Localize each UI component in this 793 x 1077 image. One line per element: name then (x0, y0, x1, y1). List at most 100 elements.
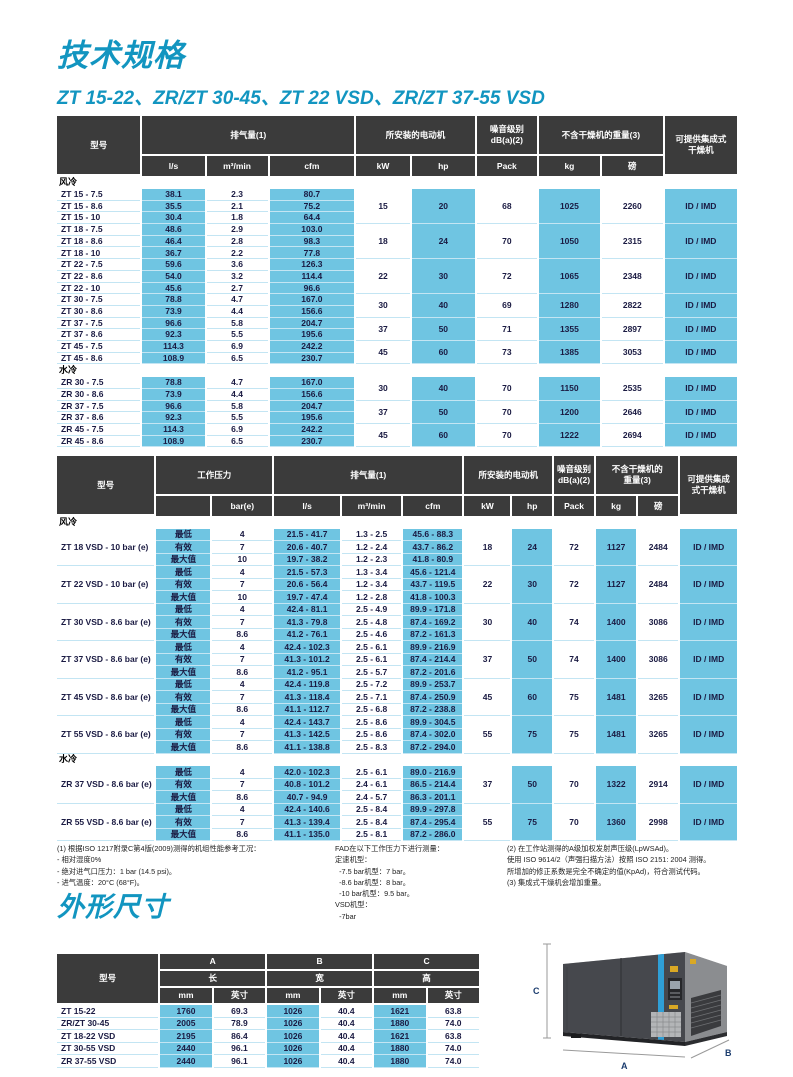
table-cell: ZT 18 - 8.6 (57, 235, 141, 248)
table-cell: 5.8 (206, 400, 268, 413)
table-cell: 1880 (374, 1042, 426, 1056)
spec-table: 型号 排气量(1) 所安装的电动机 噪音级别 dB(a)(2) 不含干燥机的重量(3) 可… (55, 116, 739, 448)
table-cell: ZR/ZT 30-45 (57, 1017, 159, 1031)
merged-cell: 72 (553, 528, 595, 566)
table-cell: 最低 (156, 528, 211, 541)
table-cell: 最低 (156, 641, 211, 654)
footnote-line: 所增加的修正系数是完全不确定的值(KpAd)，符合测试代码。 (507, 866, 705, 876)
unit-row: mm 英寸 mm 英寸 mm 英寸 (57, 988, 479, 1005)
column-header: 不含干燥机的 重量(3) (596, 456, 679, 496)
table-cell: ZR 37-55 VSD (57, 1055, 159, 1068)
table-cell: 96.1 (213, 1055, 266, 1068)
table-cell: 75.2 (269, 200, 355, 213)
table-row: ZT 15 - 10 30.4 1.8 64.4 (57, 212, 737, 225)
merged-cell: ID / IMD (664, 259, 737, 295)
footnote-line: - 相对湿度0% (57, 855, 102, 865)
table-row: ZR 45 - 8.6 108.9 6.5 230.7 (57, 435, 737, 448)
merged-cell: 30 (464, 603, 511, 641)
table-cell: 78.8 (142, 294, 205, 306)
merged-cell: 1127 (596, 566, 637, 604)
merged-cell: 2315 (601, 224, 663, 260)
table-cell: 2.5 - 6.1 (342, 766, 402, 779)
table-cell: ZR 45 - 8.6 (57, 435, 141, 448)
table-row: ZT 30 VSD - 8.6 bar (e) 最低 4 42.4 - 81.1 2.5… (57, 603, 737, 641)
table-cell: 6.9 (206, 340, 268, 353)
table-row: ZT 15 - 8.6 35.5 2.1 75.2 (57, 200, 737, 213)
table-cell: 2.5 - 7.2 (342, 678, 402, 691)
model-cell: ZR 55 VSD - 8.6 bar (e) (57, 803, 155, 841)
table-cell: 87.2 - 238.8 (403, 703, 463, 716)
table-cell: 有效 (156, 778, 211, 791)
merged-cell: 45 (356, 340, 410, 365)
table-cell: 40.4 (320, 1017, 373, 1031)
merged-cell: 50 (512, 641, 552, 679)
table-row: ZR 45 - 7.5 114.3 6.9 242.2 45 60 70 1222 2694 ID… (57, 424, 737, 448)
table-cell: 4 (212, 678, 273, 691)
table-cell: 4 (212, 716, 273, 729)
table-cell: 8.6 (212, 828, 273, 841)
unit-header: mm (160, 988, 212, 1005)
table-cell: 38.1 (142, 189, 205, 201)
table-cell: 1.2 - 2.3 (342, 553, 402, 566)
table-cell: 74.0 (427, 1017, 479, 1031)
merged-cell: 75 (553, 716, 595, 754)
unit-header: cfm (403, 496, 463, 516)
table-cell: 21.5 - 41.7 (274, 528, 340, 541)
column-header: 不含干燥机的重量(3) (538, 116, 663, 156)
table-cell: 1880 (374, 1055, 426, 1068)
vent-grille (691, 990, 721, 1036)
table-cell: ZT 37 - 7.5 (57, 317, 141, 330)
table-cell: 64.4 (269, 212, 355, 225)
table-cell: ZR 30 - 7.5 (57, 377, 141, 389)
column-header: 排气量(1) (274, 456, 463, 496)
table-cell: 2.3 (206, 189, 268, 201)
model-cell: ZT 30 VSD - 8.6 bar (e) (57, 603, 155, 641)
table-cell: 最大值 (156, 791, 211, 804)
merged-cell: 69 (476, 294, 537, 318)
table-row: ZR 37 - 7.5 96.6 5.8 204.7 37 50 70 1200 2646 ID … (57, 400, 737, 425)
table-cell: 108.9 (142, 352, 205, 365)
table-cell: 7 (212, 616, 273, 629)
merged-cell: 70 (553, 803, 595, 841)
table-row: ZR 30 - 8.6 73.9 4.4 156.6 (57, 389, 737, 401)
table-cell: 42.4 - 140.6 (274, 803, 340, 816)
table-cell: 21.5 - 57.3 (274, 566, 340, 579)
table-row: ZT 37 VSD - 8.6 bar (e) 最低 4 42.4 - 102.3 2.… (57, 641, 737, 679)
unit-row: bar(e) l/s m³/min cfm kW hp Pack kg 磅 (57, 496, 737, 516)
unit-header: bar(e) (212, 496, 273, 516)
table-cell: 有效 (156, 616, 211, 629)
table-cell: 96.6 (269, 282, 355, 295)
table-cell: 195.6 (269, 329, 355, 341)
table-cell: 1.8 (206, 212, 268, 225)
table-cell: ZT 22 - 10 (57, 282, 141, 295)
merged-cell: ID / IMD (664, 424, 737, 448)
column-header: 噪音级别 dB(a)(2) (553, 456, 595, 496)
page-title: 技术规格 (57, 38, 185, 73)
merged-cell: 2484 (638, 528, 679, 566)
table-cell: ZT 18-22 VSD (57, 1030, 159, 1043)
table-row: ZT 18 VSD - 10 bar (e) 最低 4 21.5 - 41.7 1.3 … (57, 528, 737, 566)
merged-cell: 40 (512, 603, 552, 641)
table-row: ZT 18 - 10 36.7 2.2 77.8 (57, 247, 737, 260)
table-cell: 80.7 (269, 189, 355, 201)
merged-cell: 60 (512, 678, 552, 716)
dimensions-table: 型号 A B C 长宽高 mm 英寸 mm 英寸 mm 英寸 ZT 15-22 1760 69.3 1026… (55, 954, 481, 1068)
model-cell: ZT 22 VSD - 10 bar (e) (57, 566, 155, 604)
table-cell: 2440 (160, 1055, 212, 1068)
table-cell: 最低 (156, 803, 211, 816)
table-cell: ZT 30 - 7.5 (57, 294, 141, 306)
merged-cell: 2914 (638, 766, 679, 804)
unit-header: Pack (476, 156, 537, 176)
footnote-line: (3) 集成式干燥机会增加重量。 (507, 877, 606, 887)
table-row: ZR 37 - 8.6 92.3 5.5 195.6 (57, 412, 737, 425)
table-cell: 242.2 (269, 424, 355, 436)
table-cell: 86.5 - 214.4 (403, 778, 463, 791)
table-cell: 42.4 - 119.8 (274, 678, 340, 691)
table-cell: 45.6 - 121.4 (403, 566, 463, 579)
merged-cell: 74 (553, 641, 595, 679)
table-cell: 1.3 - 2.5 (342, 528, 402, 541)
column-header: 可提供集成 式干燥机 (680, 456, 737, 516)
table-cell: 89.9 - 253.7 (403, 678, 463, 691)
table-cell: ZT 30-55 VSD (57, 1042, 159, 1056)
